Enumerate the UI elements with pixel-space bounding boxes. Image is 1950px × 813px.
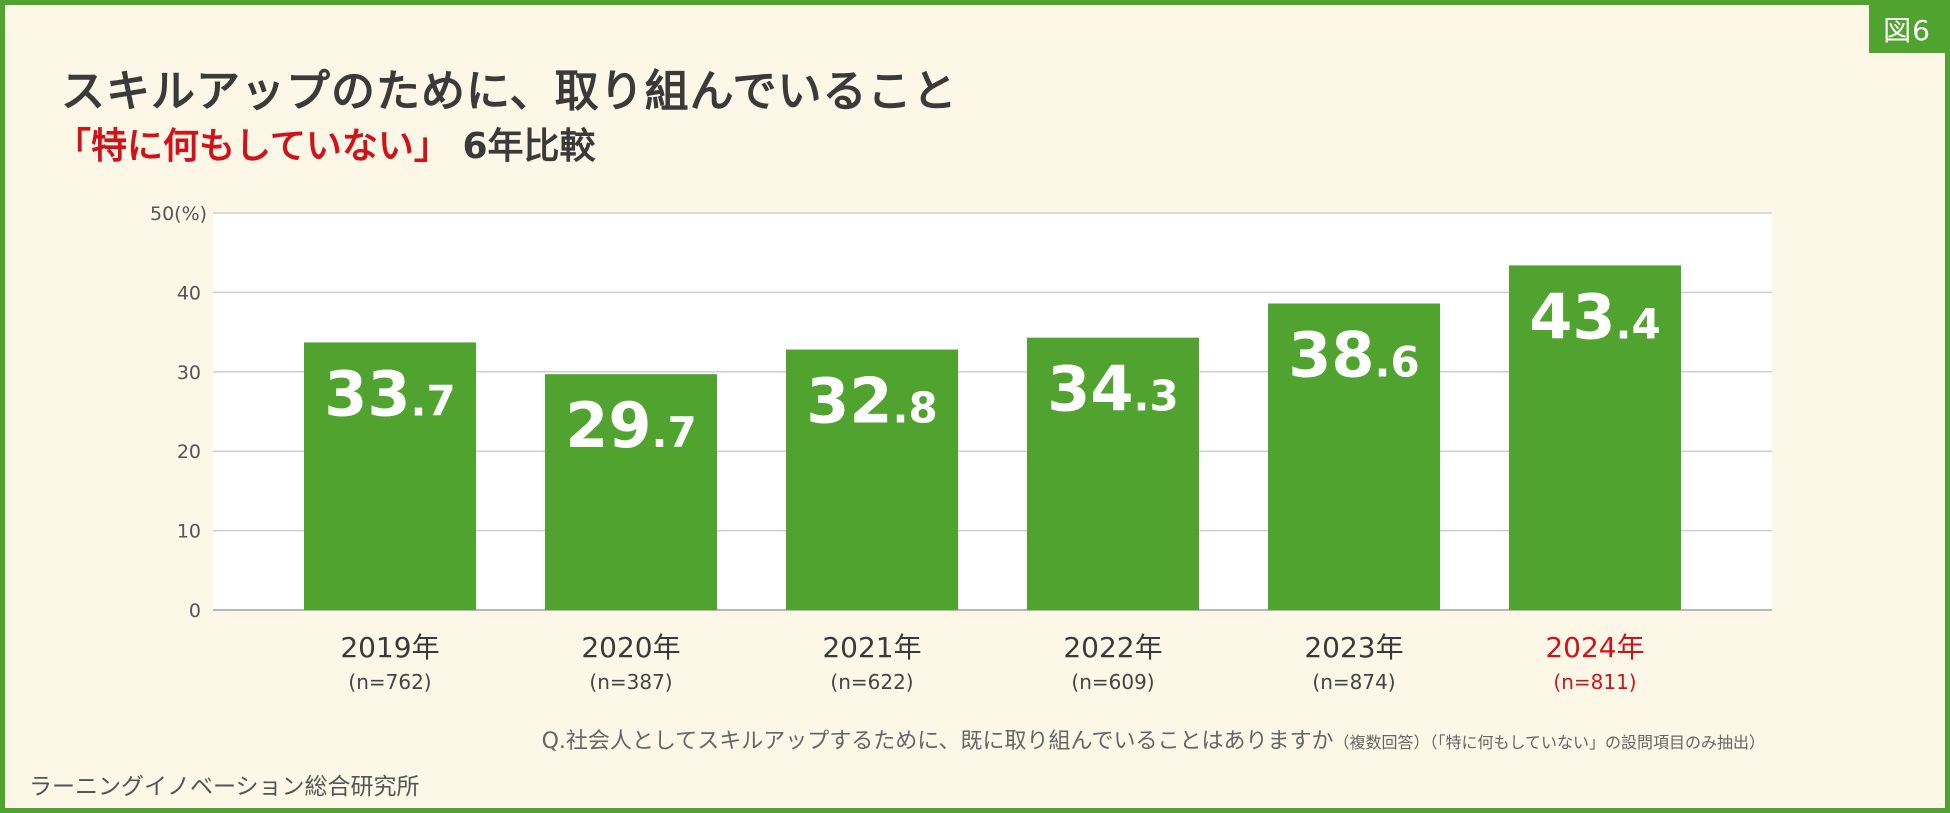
x-category-label: 2024年: [1545, 631, 1644, 664]
question-note: Q.社会人としてスキルアップするために、既に取り組んでいることはありますか（複数…: [542, 723, 1765, 755]
question-note-detail: （複数回答）（「特に何もしていない」の設問項目のみ抽出）: [1333, 733, 1765, 752]
subtitle-highlight: 「特に何もしていない」: [55, 126, 450, 167]
y-axis-ticks: 0 10 20 30 40 50(%): [150, 203, 207, 622]
y-tick-label: 20: [177, 441, 201, 463]
figure-label-badge: 図6: [1869, 5, 1945, 53]
x-category-label: 2022年: [1063, 631, 1162, 664]
x-sample-size-label: (n=874): [1312, 670, 1395, 694]
question-note-main: Q.社会人としてスキルアップするために、既に取り組んでいることはありますか: [541, 729, 1334, 754]
bar-value-label: 34.3: [1047, 353, 1178, 426]
bar-value-label: 38.6: [1288, 319, 1419, 392]
source-credit: ラーニングイノベーション総合研究所: [29, 774, 420, 800]
x-category-label: 2019年: [340, 631, 439, 664]
y-tick-label: 30: [177, 362, 201, 384]
bar-value-label: 33.7: [324, 357, 455, 430]
y-tick-label: 50(%): [150, 203, 207, 225]
y-tick-label: 0: [189, 600, 201, 622]
x-axis-labels: 2019年 (n=762) 2020年 (n=387) 2021年 (n=622) 2022…: [340, 631, 1644, 694]
x-sample-size-label: (n=609): [1071, 670, 1154, 694]
x-sample-size-label: (n=811): [1553, 670, 1636, 694]
chart-title: スキルアップのために、取り組んでいること: [61, 66, 958, 117]
x-category-label: 2023年: [1304, 631, 1403, 664]
bars: 33.7 29.7 32.8 34.3 38.6 43.4: [304, 265, 1681, 610]
chart-subtitle: 「特に何もしていない」 6年比較: [55, 117, 596, 169]
x-category-label: 2020年: [581, 631, 680, 664]
x-category-label: 2021年: [822, 631, 921, 664]
x-sample-size-label: (n=387): [589, 670, 672, 694]
x-sample-size-label: (n=622): [830, 670, 913, 694]
bar-value-label: 43.4: [1529, 280, 1660, 353]
bar-value-label: 29.7: [565, 389, 696, 462]
bar: [545, 374, 717, 610]
y-tick-label: 40: [177, 282, 201, 304]
bar: [786, 349, 958, 610]
bar: [304, 342, 476, 610]
x-sample-size-label: (n=762): [348, 670, 431, 694]
bar: [1027, 337, 1199, 610]
bar: [1509, 265, 1681, 610]
bar-value-label: 32.8: [806, 365, 937, 438]
bar: [1268, 303, 1440, 610]
y-tick-label: 10: [177, 521, 201, 543]
subtitle-rest: 6年比較: [462, 126, 596, 167]
